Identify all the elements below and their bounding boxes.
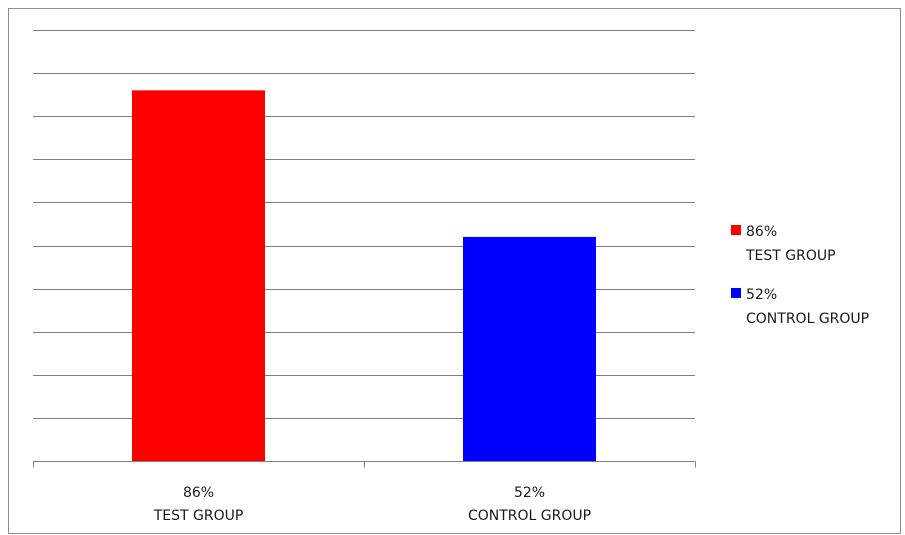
legend-label-name: CONTROL GROUP	[746, 311, 869, 327]
x-tick-labels: 86% TEST GROUP 52% CONTROL GROUP	[153, 485, 591, 524]
legend-swatch	[731, 288, 741, 298]
legend-label-value: 86%	[746, 224, 777, 240]
x-tick-label-value: 52%	[514, 485, 545, 501]
x-tick-label-name: CONTROL GROUP	[468, 508, 591, 524]
legend-item: 52% CONTROL GROUP	[731, 287, 869, 327]
legend-label-name: TEST GROUP	[745, 248, 836, 264]
legend-swatch	[731, 225, 741, 235]
x-tick-label: 52% CONTROL GROUP	[468, 485, 591, 524]
bar-control-group	[463, 236, 596, 461]
x-tick-label-name: TEST GROUP	[153, 508, 244, 524]
bar-test-group	[132, 90, 265, 461]
legend: 86% TEST GROUP 52% CONTROL GROUP	[731, 224, 869, 327]
x-axis	[33, 461, 696, 468]
x-tick-label: 86% TEST GROUP	[153, 485, 244, 524]
bars	[132, 90, 596, 461]
legend-item: 86% TEST GROUP	[731, 224, 836, 264]
legend-label-value: 52%	[746, 287, 777, 303]
x-tick-label-value: 86%	[183, 485, 214, 501]
